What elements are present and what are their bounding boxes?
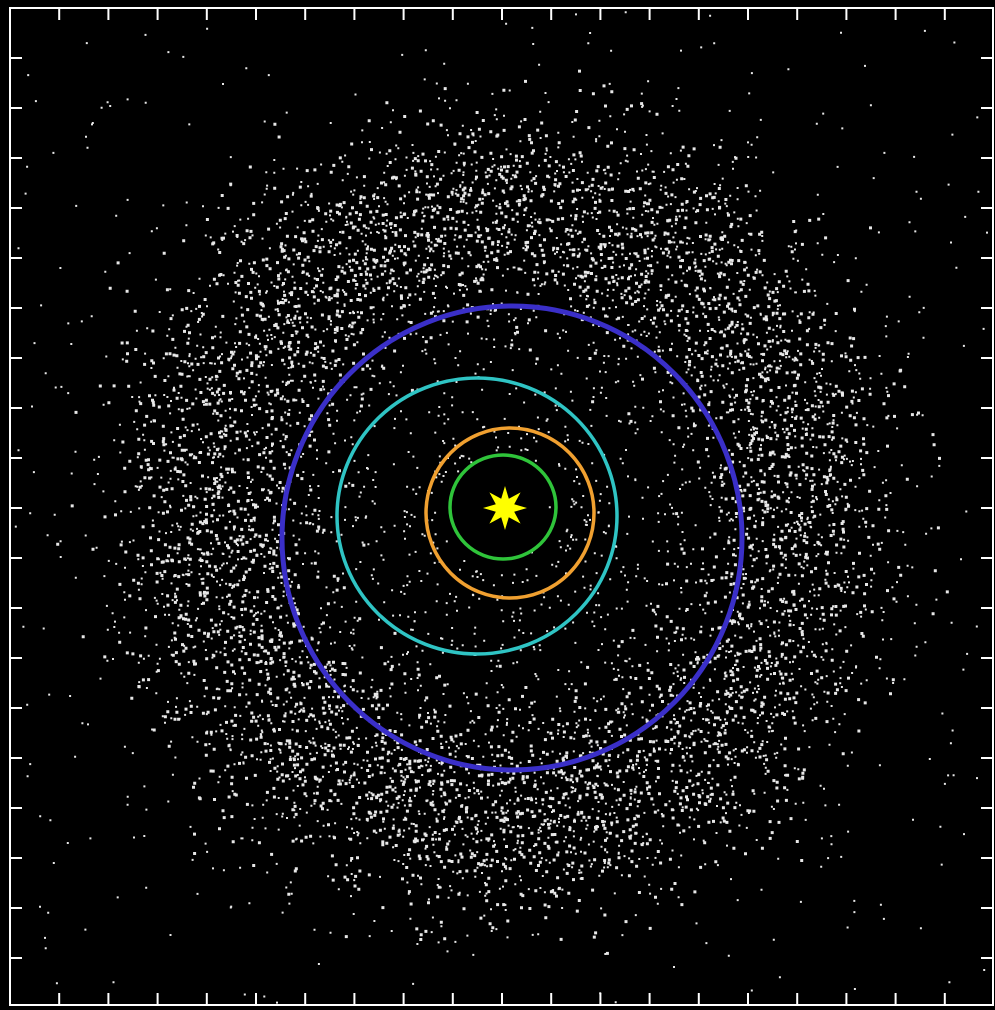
frame-ticks [9, 7, 993, 1005]
orbit-orange [424, 426, 596, 600]
central-star [483, 486, 527, 530]
orbit-green [448, 453, 558, 561]
orbit-outer [279, 303, 745, 773]
orbit-cyan [335, 376, 619, 656]
